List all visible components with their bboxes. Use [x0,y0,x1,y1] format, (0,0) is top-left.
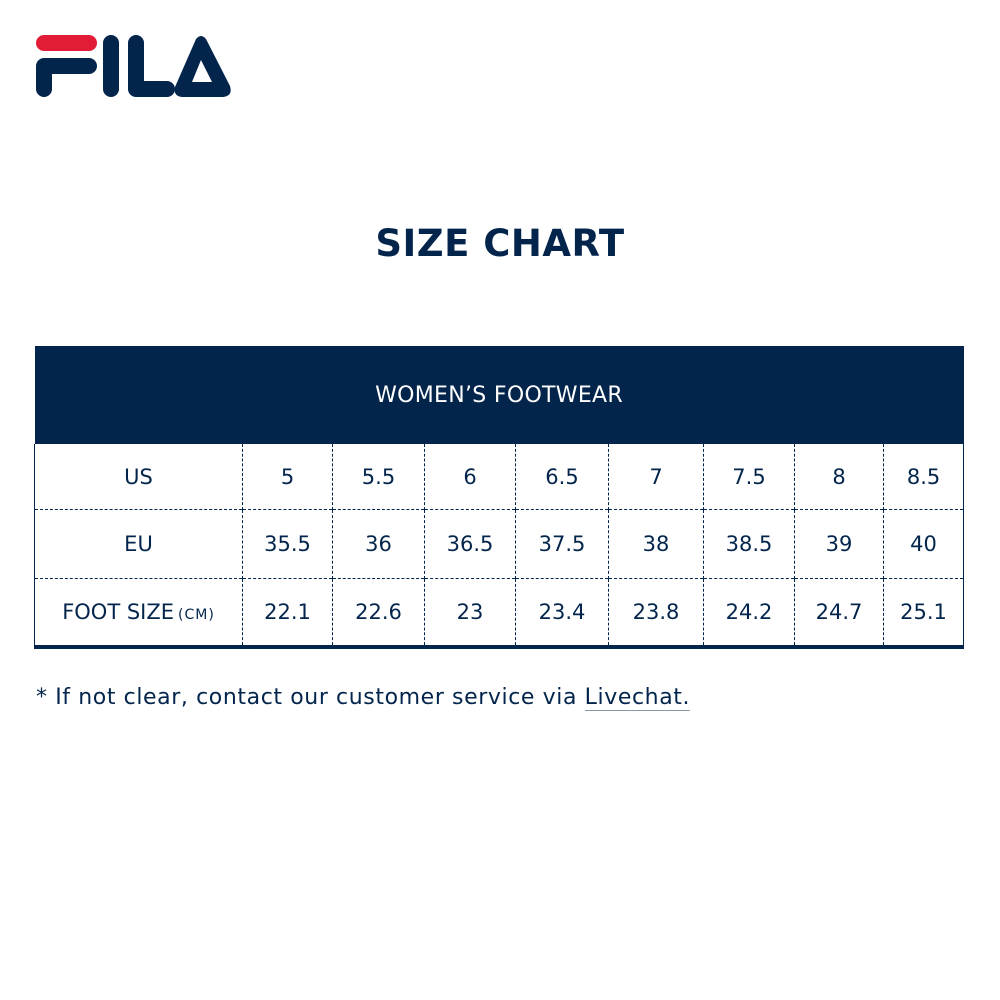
table-cell: 22.1 [242,578,333,649]
footnote-text: * If not clear, contact our customer ser… [36,685,585,710]
table-cell: 24.7 [794,578,884,649]
logo-letter-f [36,58,97,97]
table-cell: 36 [332,509,425,579]
table-cell: 23.4 [515,578,609,649]
row-label: FOOT SIZE (CM) [34,578,243,649]
footnote-end: . [682,685,691,710]
logo-red-bar [36,35,97,51]
livechat-link[interactable]: Livechat. [584,685,691,711]
table-cell: 40 [882,509,965,579]
table-cell: 38 [608,509,704,579]
logo-letter-a [174,36,231,97]
table-cell: 7 [608,444,704,510]
table-row-eu: EU 35.5 36 36.5 37.5 38 38.5 39 40 [34,509,965,579]
table-row-us: US 5 5.5 6 6.5 7 7.5 8 8.5 [34,444,965,510]
row-label: US [34,444,243,510]
logo-letter-i [103,35,119,97]
table-cell: 6 [424,444,516,510]
table-cell: 22.6 [332,578,425,649]
table-cell: 8 [794,444,884,510]
table-cell: 38.5 [703,509,795,579]
table-cell: 24.2 [703,578,795,649]
table-cell: 23 [424,578,516,649]
size-chart-table: WOMEN’S FOOTWEAR US 5 5.5 6 6.5 7 7.5 8 … [34,346,965,649]
table-cell: 36.5 [424,509,516,579]
table-cell: 5 [242,444,333,510]
table-cell: 8.5 [882,444,965,510]
livechat-link-label: Livechat [584,685,683,710]
footnote: * If not clear, contact our customer ser… [36,685,691,711]
table-cell: 7.5 [703,444,795,510]
table-cell: 6.5 [515,444,609,510]
table-cell: 23.8 [608,578,704,649]
table-cell: 37.5 [515,509,609,579]
page-title: SIZE CHART [375,222,625,265]
table-cell: 25.1 [882,578,965,649]
fila-logo [36,35,231,97]
row-label-unit: (CM) [178,607,215,623]
table-row-foot-size: FOOT SIZE (CM) 22.1 22.6 23 23.4 23.8 24.… [34,578,965,649]
logo-letter-l [128,35,175,97]
table-header: WOMEN’S FOOTWEAR [34,346,964,444]
table-cell: 5.5 [332,444,425,510]
table-cell: 35.5 [242,509,333,579]
row-label-text: FOOT SIZE [62,600,175,624]
table-cell: 39 [794,509,884,579]
row-label: EU [34,509,243,579]
